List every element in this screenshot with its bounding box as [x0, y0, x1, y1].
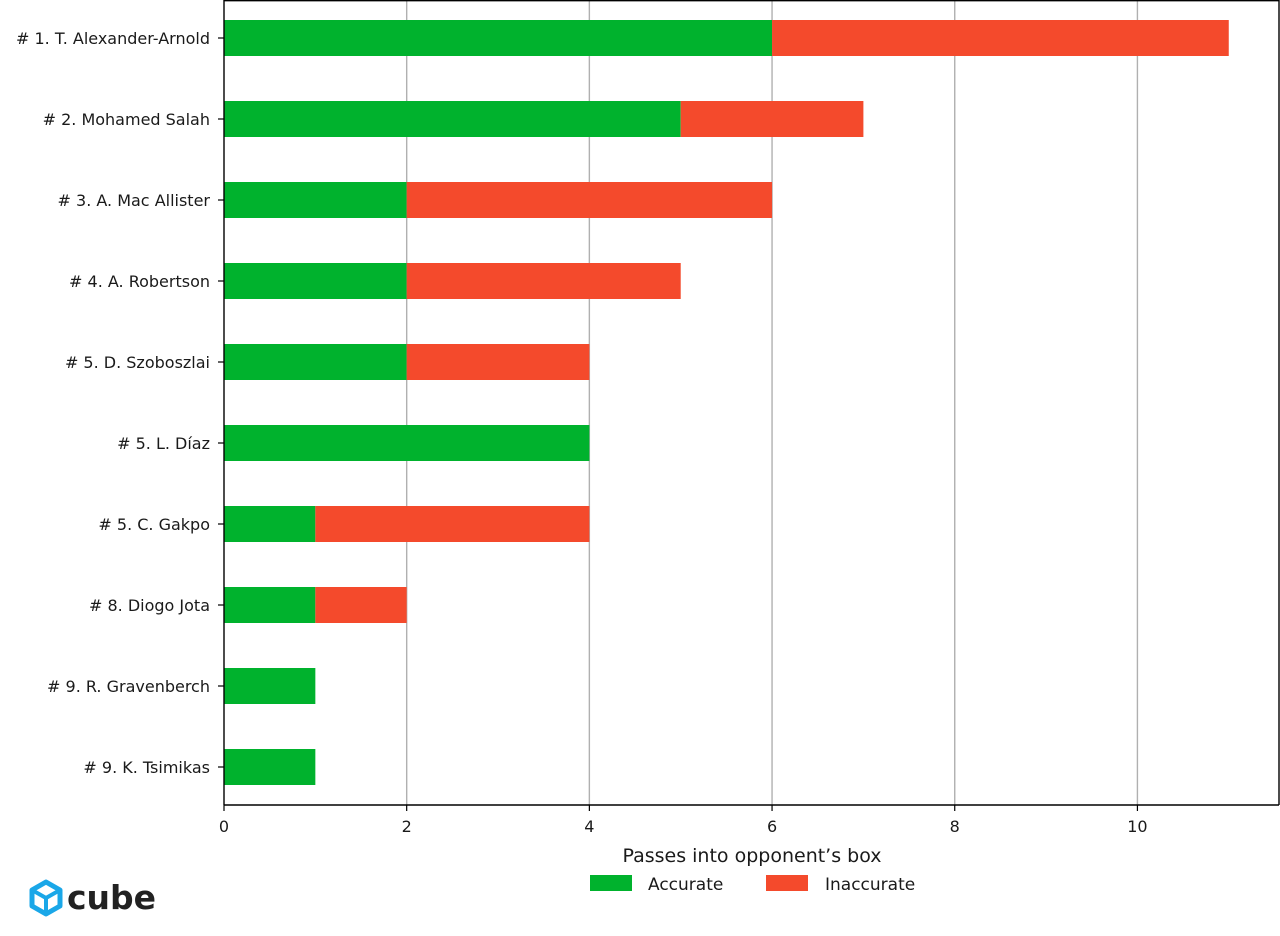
x-tick-label: 2 — [402, 817, 412, 836]
bar-accurate — [224, 587, 316, 623]
watermark: cube — [29, 878, 156, 917]
bar-accurate — [224, 506, 316, 542]
bar-inaccurate — [406, 182, 773, 218]
bar-inaccurate — [406, 344, 590, 380]
x-axis-label: Passes into opponent’s box — [622, 845, 881, 867]
bar-accurate — [224, 263, 407, 299]
y-tick-label: # 5. C. Gakpo — [98, 515, 210, 534]
bar-inaccurate — [315, 506, 590, 542]
y-tick-label: # 4. A. Robertson — [69, 272, 210, 291]
cube-logo-icon — [29, 879, 63, 917]
x-tick-label: 10 — [1127, 817, 1147, 836]
y-tick-label: # 1. T. Alexander-Arnold — [16, 29, 210, 48]
legend: Accurate Inaccurate — [590, 875, 915, 895]
legend-label-accurate: Accurate — [648, 875, 723, 895]
legend-label-inaccurate: Inaccurate — [825, 875, 915, 895]
axes — [218, 0, 1280, 811]
bar-accurate — [224, 749, 316, 785]
x-tick-label: 8 — [950, 817, 960, 836]
bar-accurate — [224, 344, 407, 380]
watermark-text: cube — [67, 878, 156, 917]
y-tick-label: # 2. Mohamed Salah — [43, 110, 210, 129]
x-tick-labels: 0 2 4 6 8 10 — [219, 817, 1148, 836]
x-tick-label: 0 — [219, 817, 229, 836]
bar-inaccurate — [315, 587, 407, 623]
y-tick-label: # 5. D. Szoboszlai — [65, 353, 210, 372]
bar-inaccurate — [680, 101, 864, 137]
legend-swatch-accurate — [590, 875, 632, 891]
y-tick-label: # 3. A. Mac Allister — [58, 191, 211, 210]
bar-inaccurate — [406, 263, 681, 299]
bar-accurate — [224, 20, 773, 56]
bar-accurate — [224, 101, 681, 137]
bars — [224, 20, 1229, 785]
x-tick-label: 4 — [584, 817, 594, 836]
y-tick-labels: # 1. T. Alexander-Arnold # 2. Mohamed Sal… — [16, 29, 210, 777]
y-tick-label: # 8. Diogo Jota — [89, 596, 210, 615]
y-tick-label: # 5. L. Díaz — [117, 434, 210, 453]
bar-accurate — [224, 668, 316, 704]
legend-swatch-inaccurate — [766, 875, 808, 891]
x-tick-label: 6 — [767, 817, 777, 836]
bar-inaccurate — [772, 20, 1229, 56]
bar-accurate — [224, 182, 407, 218]
y-tick-label: # 9. R. Gravenberch — [47, 677, 210, 696]
y-tick-label: # 9. K. Tsimikas — [83, 758, 210, 777]
bar-accurate — [224, 425, 590, 461]
